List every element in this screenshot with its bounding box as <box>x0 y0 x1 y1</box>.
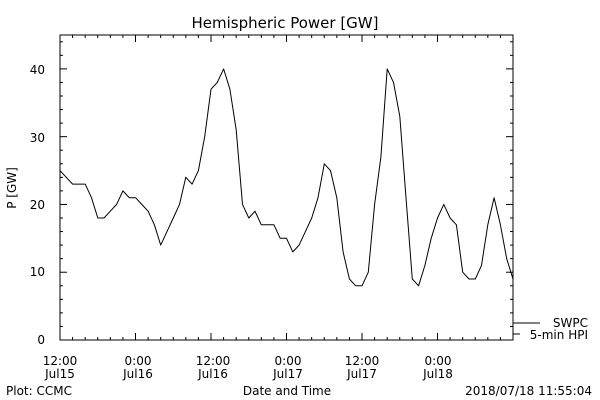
x-tick-label: 0:00 <box>275 354 302 368</box>
y-tick-label: 10 <box>30 265 45 279</box>
x-tick-date: Jul18 <box>422 367 453 381</box>
x-tick-date: Jul17 <box>346 367 377 381</box>
y-tick-label: 30 <box>30 131 45 145</box>
footer-plot-credit: Plot: CCMC <box>6 384 72 398</box>
y-tick-label: 40 <box>30 63 45 77</box>
x-tick-date: Jul15 <box>44 367 75 381</box>
footer-timestamp: 2018/07/18 11:55:04 <box>465 384 592 398</box>
y-axis-label: P [GW] <box>5 167 19 209</box>
chart-title: Hemispheric Power [GW] <box>192 14 379 32</box>
axis-ticks <box>59 35 514 341</box>
plot-area-frame <box>59 34 514 341</box>
legend-label-hpi: 5-min HPI <box>530 328 588 342</box>
x-tick-date: Jul16 <box>122 367 153 381</box>
legend-label-swpc: SWPC <box>553 316 588 330</box>
x-tick-label: 12:00 <box>345 354 380 368</box>
x-tick-label: 12:00 <box>196 354 231 368</box>
x-tick-date: Jul16 <box>197 367 228 381</box>
x-tick-date: Jul17 <box>272 367 303 381</box>
y-tick-label: 0 <box>37 333 45 347</box>
x-tick-label: 0:00 <box>125 354 152 368</box>
series-line-hpi <box>59 68 514 287</box>
y-tick-label: 20 <box>30 198 45 212</box>
x-axis-label: Date and Time <box>243 384 331 398</box>
x-tick-label: 12:00 <box>43 354 78 368</box>
x-tick-label: 0:00 <box>425 354 452 368</box>
